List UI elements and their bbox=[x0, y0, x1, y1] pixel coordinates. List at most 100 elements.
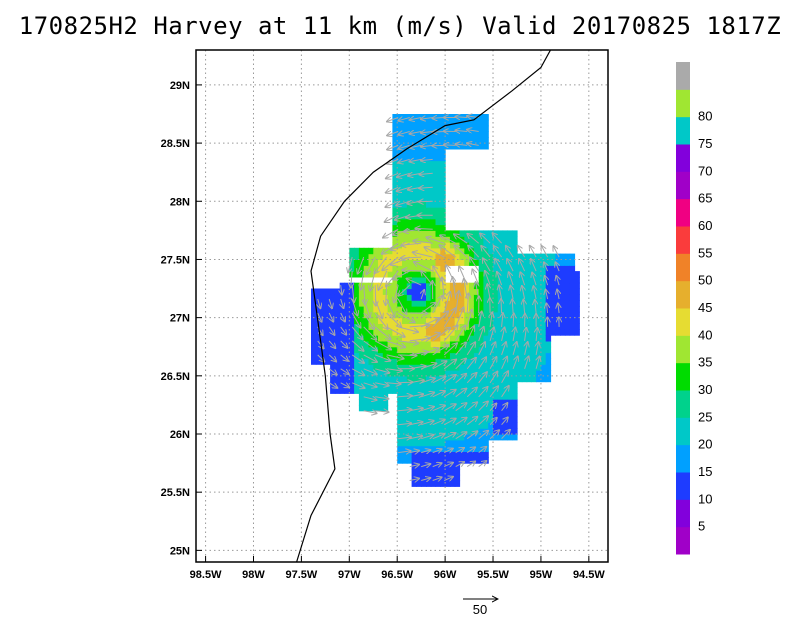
wind-cell bbox=[363, 352, 370, 359]
wind-vector bbox=[459, 267, 468, 286]
wind-cell bbox=[497, 370, 504, 377]
wind-cell bbox=[454, 451, 461, 458]
wind-cell bbox=[387, 271, 393, 278]
wind-cell bbox=[564, 300, 571, 307]
wind-vector bbox=[421, 363, 436, 370]
wind-cell bbox=[469, 410, 475, 418]
wind-cell bbox=[454, 294, 461, 301]
wind-cell bbox=[469, 352, 475, 359]
wind-cell bbox=[387, 288, 393, 295]
wind-cell bbox=[435, 381, 441, 388]
wind-cell bbox=[387, 323, 393, 330]
wind-cell bbox=[478, 416, 485, 423]
wind-cell bbox=[445, 306, 451, 313]
wind-vector bbox=[443, 308, 455, 328]
wind-vector bbox=[432, 477, 442, 480]
wind-vector bbox=[542, 246, 549, 258]
wind-cell bbox=[507, 306, 513, 313]
wind-vector bbox=[328, 340, 335, 348]
wind-cell bbox=[363, 370, 370, 377]
wind-cell bbox=[421, 189, 427, 196]
wind-cell bbox=[473, 434, 480, 441]
wind-cell bbox=[430, 259, 437, 266]
wind-vector bbox=[398, 423, 411, 425]
wind-cell bbox=[330, 335, 336, 342]
wind-cell bbox=[440, 143, 446, 150]
wind-cell bbox=[430, 480, 437, 487]
wind-vector bbox=[386, 354, 404, 359]
wind-cell bbox=[449, 352, 456, 359]
wind-cell bbox=[402, 218, 408, 226]
wind-vector bbox=[363, 354, 377, 362]
wind-cell bbox=[411, 358, 417, 365]
wind-cell bbox=[382, 329, 389, 336]
wind-cell bbox=[464, 282, 470, 290]
wind-cell bbox=[555, 253, 561, 260]
wind-cell bbox=[430, 468, 437, 476]
wind-cell bbox=[555, 311, 561, 319]
wind-cell bbox=[416, 370, 422, 377]
wind-cell bbox=[363, 259, 370, 266]
wind-cell bbox=[411, 410, 417, 418]
wind-cell bbox=[526, 329, 532, 336]
wind-cell bbox=[421, 434, 427, 441]
wind-cell bbox=[536, 253, 542, 260]
wind-cell bbox=[358, 364, 365, 371]
wind-cell bbox=[373, 364, 379, 371]
wind-vector bbox=[398, 451, 410, 453]
wind-cell bbox=[478, 410, 485, 418]
wind-cell bbox=[464, 259, 470, 266]
wind-cell bbox=[334, 364, 341, 371]
wind-vector bbox=[478, 357, 486, 370]
wind-cell bbox=[416, 137, 422, 144]
wind-cell bbox=[454, 137, 461, 144]
wind-vector bbox=[409, 479, 419, 481]
wind-cell bbox=[358, 253, 365, 260]
wind-cell bbox=[430, 178, 437, 185]
wind-cell bbox=[483, 311, 489, 319]
wind-cell bbox=[411, 189, 417, 196]
wind-cell bbox=[339, 364, 346, 371]
wind-cell bbox=[320, 317, 326, 324]
wind-vector bbox=[328, 326, 334, 335]
wind-cell bbox=[430, 218, 437, 226]
wind-cell bbox=[339, 387, 346, 394]
wind-cell bbox=[488, 428, 494, 435]
wind-cell bbox=[507, 416, 513, 423]
wind-cell bbox=[387, 329, 393, 336]
wind-cell bbox=[402, 387, 408, 394]
wind-cell bbox=[363, 404, 370, 412]
wind-cell bbox=[320, 306, 326, 313]
wind-cell bbox=[397, 271, 403, 278]
wind-cell bbox=[560, 306, 566, 313]
wind-cell bbox=[445, 253, 451, 260]
wind-vector bbox=[478, 461, 487, 468]
colorbar-label: 25 bbox=[698, 409, 712, 424]
wind-cell bbox=[569, 288, 576, 295]
wind-cell bbox=[416, 166, 422, 173]
wind-cell bbox=[473, 236, 480, 243]
wind-vector bbox=[432, 420, 445, 426]
wind-vector bbox=[512, 357, 518, 369]
wind-cell bbox=[334, 317, 341, 324]
wind-cell bbox=[445, 282, 451, 290]
wind-cell bbox=[512, 306, 518, 313]
wind-cell bbox=[402, 160, 408, 167]
wind-cell bbox=[411, 311, 417, 319]
wind-cell bbox=[445, 422, 451, 429]
wind-cell bbox=[430, 474, 437, 482]
wind-cell bbox=[416, 154, 422, 162]
wind-cell bbox=[402, 288, 408, 295]
wind-cell bbox=[564, 259, 571, 266]
wind-vector bbox=[510, 286, 513, 300]
wind-cell bbox=[430, 125, 437, 132]
wind-cell bbox=[493, 410, 499, 418]
wind-cell bbox=[478, 236, 485, 243]
wind-vector bbox=[490, 313, 492, 327]
wind-cell bbox=[497, 387, 504, 394]
wind-cell bbox=[454, 457, 461, 464]
wind-cell bbox=[430, 410, 437, 418]
y-tick-label: 26.5N bbox=[161, 371, 190, 383]
wind-cell bbox=[497, 329, 504, 336]
wind-cell bbox=[392, 387, 398, 394]
